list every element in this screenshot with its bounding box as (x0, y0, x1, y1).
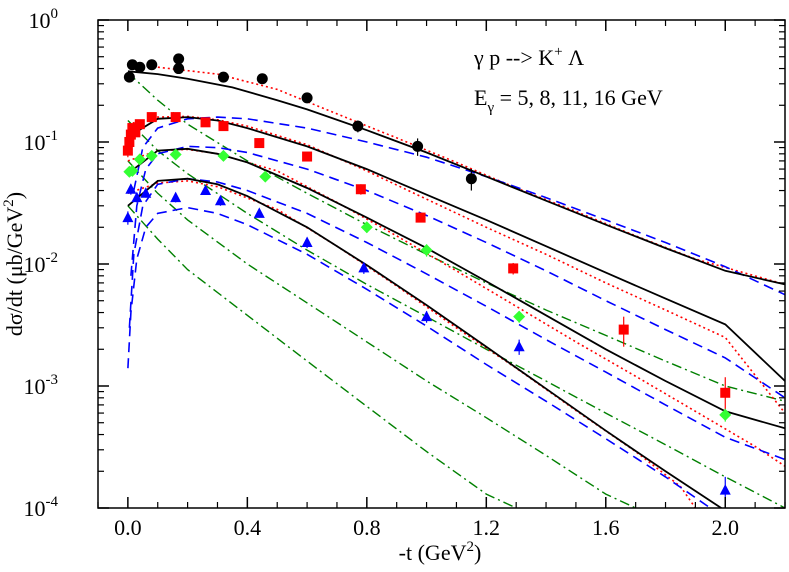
x-tick-label: 2.0 (712, 515, 740, 540)
data-point-circle (146, 59, 158, 71)
annotation-reaction: γ p --> K+ Λ (473, 44, 584, 70)
data-point-diamond (420, 244, 433, 257)
x-tick-label: 0.8 (353, 515, 381, 540)
y-tick-label: 10-3 (24, 372, 59, 399)
x-tick-label: 0.4 (234, 515, 262, 540)
y-tick-label: 10-1 (24, 128, 59, 155)
curve-dotted-4 (127, 180, 697, 508)
data-point-square (415, 212, 426, 223)
data-point-triangle (200, 184, 212, 196)
x-tick-label: 0.0 (114, 515, 142, 540)
y-axis-title: dσ/dt (μb/GeV2) (1, 192, 27, 336)
data-point-square (130, 127, 141, 138)
curve-dashed-3 (128, 177, 785, 461)
x-tick-label: 1.2 (473, 515, 501, 540)
data-point-triangle (421, 310, 433, 322)
data-point-triangle (140, 187, 152, 198)
data-point-diamond (259, 170, 272, 183)
data-point-square (218, 121, 229, 132)
curve-solid-2 (127, 116, 785, 382)
curve-dotted-1 (127, 65, 785, 286)
curve-solid-4 (127, 177, 723, 508)
data-point-square (355, 184, 366, 195)
data-point-square (170, 112, 181, 123)
curve-solid-1 (127, 70, 785, 286)
data-point-circle (173, 53, 185, 65)
plot-frame (97, 19, 786, 509)
data-point-diamond (719, 408, 732, 421)
data-point-diamond (126, 164, 139, 177)
data-point-triangle (253, 207, 265, 218)
data-point-square (124, 137, 135, 147)
y-tick-label: 10-2 (24, 250, 59, 277)
data-point-triangle (214, 194, 226, 206)
data-point-diamond (217, 149, 230, 162)
data-point-triangle (301, 236, 313, 248)
data-point-triangle (719, 484, 731, 495)
data-point-circle (465, 173, 477, 185)
axis-ticks: 0.0 0.4 0.8 1.2 1.6 2.0 100 10-1 10-2 10-3 10-4 (24, 6, 786, 540)
data-point-square (720, 387, 731, 398)
x-tick-label: 1.6 (592, 515, 620, 540)
data-point-square (302, 151, 313, 162)
y-tick-label: 100 (29, 6, 59, 33)
data-point-triangle (170, 191, 182, 203)
curve-dashdot-2 (127, 120, 785, 508)
model-curves (127, 65, 785, 508)
data-point-square (200, 117, 211, 128)
x-axis-title: -t (GeV2) (399, 539, 482, 565)
data-point-diamond (145, 149, 158, 162)
curve-solid-3 (127, 147, 785, 430)
data-point-triangle (513, 340, 525, 352)
data-point-circle (352, 120, 364, 132)
data-point-circle (301, 92, 313, 104)
data-point-square (134, 119, 145, 130)
curve-dashdot-3 (127, 160, 636, 508)
data-point-circle (134, 61, 146, 73)
data-markers (122, 53, 732, 508)
data-point-circle (123, 71, 135, 83)
y-tick-label: 10-4 (24, 494, 59, 521)
annotation-energy: Eγ = 5, 8, 11, 16 GeV (474, 85, 663, 116)
data-point-circle (173, 63, 185, 75)
curve-dashdot-4 (127, 205, 517, 508)
data-point-diamond (169, 148, 182, 161)
data-point-triangle (122, 211, 134, 223)
curve-dashed-1 (133, 116, 785, 296)
data-point-diamond (133, 153, 146, 166)
data-point-square (618, 324, 629, 335)
data-point-triangle (131, 191, 143, 203)
data-point-circle (217, 71, 229, 83)
data-point-square (122, 145, 133, 156)
data-point-triangle (125, 183, 137, 194)
data-point-circle (412, 140, 424, 152)
data-point-square (146, 112, 157, 123)
data-point-square (508, 263, 519, 274)
data-point-triangle (358, 261, 370, 273)
data-point-diamond (360, 221, 373, 234)
data-point-circle (256, 73, 268, 85)
data-point-square (254, 138, 265, 149)
data-point-diamond (513, 310, 526, 323)
